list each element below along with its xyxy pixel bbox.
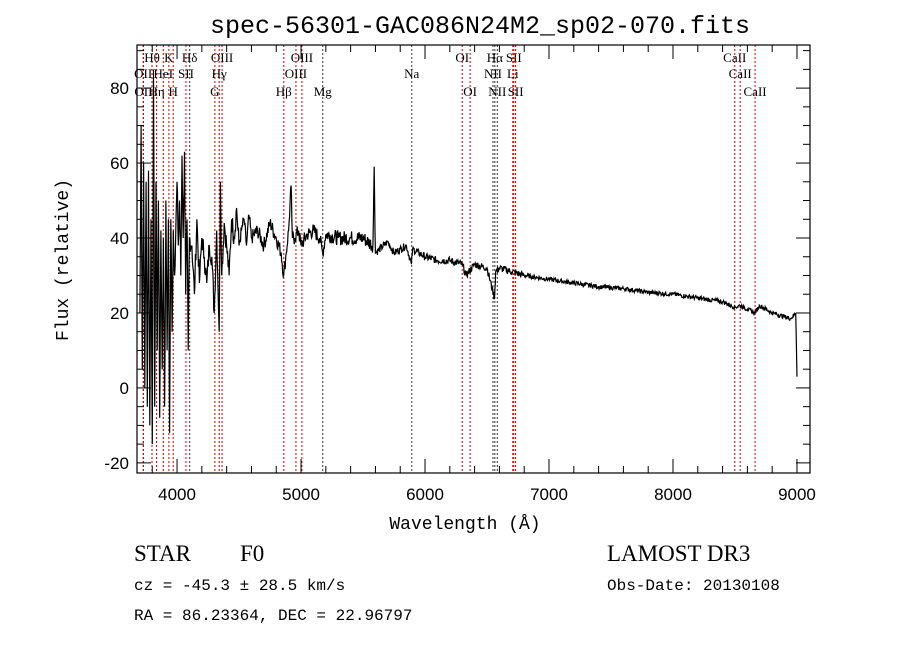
spectral-line-label: SII <box>506 50 522 65</box>
x-tick-label: 7000 <box>530 485 568 504</box>
axes: 4000 5000 6000 7000 8000 9000 -20 0 20 40 60 80 <box>104 44 816 504</box>
chart-title: spec-56301-GAC086N24M2_sp02-070.fits <box>210 12 750 41</box>
x-axis-label: Wavelength (Å) <box>389 514 540 535</box>
spectral-line-label: Mg <box>314 84 333 99</box>
spectral-line-label: OI <box>463 84 477 99</box>
spectral-line-label: Hγ <box>212 66 227 81</box>
spectral-line-label: CaII <box>744 84 767 99</box>
spectral-line-label: OIII <box>291 50 313 65</box>
y-tick-label: 60 <box>110 154 129 173</box>
spectral-line-label: K <box>164 50 174 65</box>
spectral-line-label: Hθ <box>144 50 160 65</box>
spectrum-line <box>139 69 798 445</box>
y-tick-label: 0 <box>120 379 129 398</box>
y-tick-label: 40 <box>110 229 129 248</box>
x-tick-label: 5000 <box>282 485 320 504</box>
spectral-line-label: H <box>169 84 178 99</box>
spectral-line-label: SII <box>508 84 524 99</box>
spectral-line-label: Hη <box>148 84 164 99</box>
x-tick-label: 6000 <box>406 485 444 504</box>
y-tick-label: 80 <box>110 79 129 98</box>
survey-label: LAMOST DR3 <box>607 541 750 566</box>
spectral-line-label: G <box>210 84 219 99</box>
object-class: STAR <box>134 541 192 566</box>
spectral-line-label: NII <box>488 84 506 99</box>
spectral-line-label: Li <box>507 66 519 81</box>
spectral-line-label: Na <box>404 66 419 81</box>
spectral-line-label: HeI <box>154 66 174 81</box>
spectral-line-label: NII <box>484 66 502 81</box>
spectral-line-label: OI <box>455 50 469 65</box>
coordinates-text: RA = 86.23364, DEC = 22.96797 <box>134 607 412 625</box>
x-tick-label: 8000 <box>654 485 692 504</box>
redshift-text: cz = -45.3 ± 28.5 km/s <box>134 577 345 595</box>
spectral-line-label: OIII <box>211 50 233 65</box>
y-tick-label: -20 <box>104 454 129 473</box>
spectral-line-label: Hβ <box>276 84 292 99</box>
spectral-line-label: Hδ <box>182 50 198 65</box>
obs-date: Obs-Date: 20130108 <box>607 577 780 595</box>
spectral-line-label: OIII <box>285 66 307 81</box>
spectral-line-label: CaII <box>729 66 752 81</box>
spectral-line-label: Hα <box>487 50 503 65</box>
plot-frame <box>136 44 811 474</box>
x-tick-label: 4000 <box>158 485 196 504</box>
y-axis-label: Flux (relative) <box>54 179 74 341</box>
y-tick-label: 20 <box>110 304 129 323</box>
spectral-line-label: CaII <box>723 50 746 65</box>
object-subclass: F0 <box>240 541 264 566</box>
spectrum-series <box>139 69 798 445</box>
spectral-line-label: SII <box>178 66 194 81</box>
x-tick-label: 9000 <box>778 485 816 504</box>
